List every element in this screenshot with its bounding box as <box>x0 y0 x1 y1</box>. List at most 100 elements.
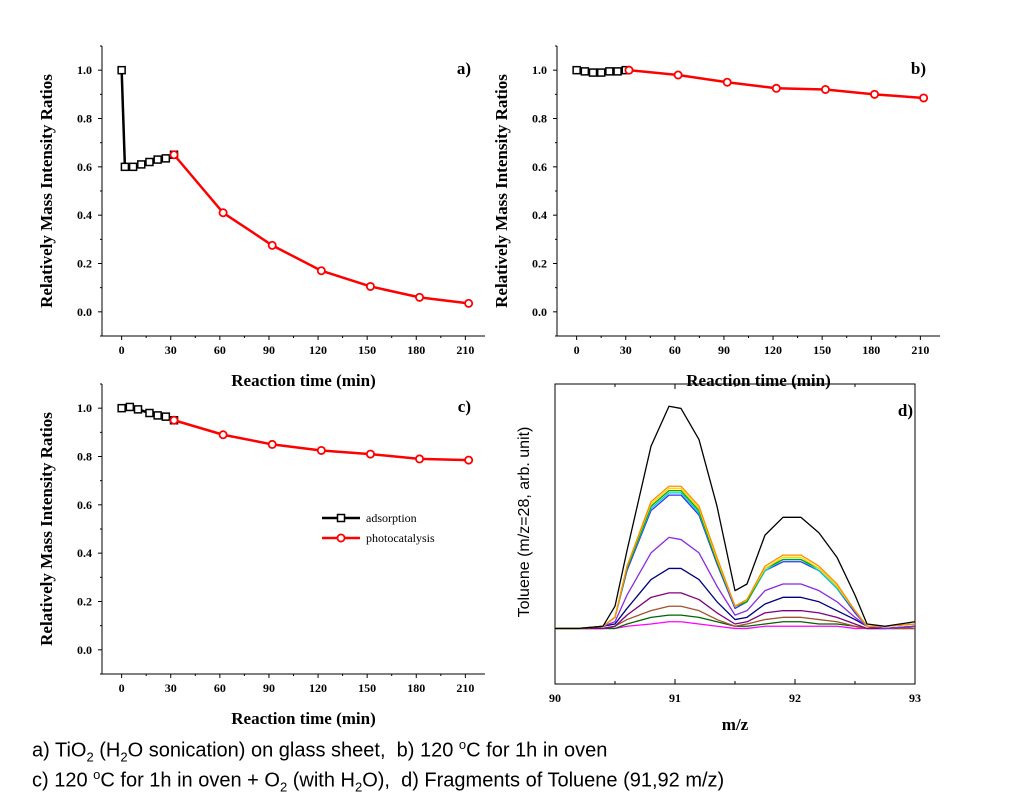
photocatalysis-point <box>919 93 929 103</box>
y-axis-title: Relatively Mass Intensity Ratios <box>492 74 511 308</box>
adsorption-point <box>153 155 162 164</box>
photocatalysis-point <box>464 298 474 308</box>
adsorption-point <box>605 67 614 76</box>
x-tick-label: 60 <box>214 343 226 357</box>
adsorption-point <box>133 405 143 414</box>
y-tick-label: 0.0 <box>77 305 92 319</box>
photocatalysis-point <box>415 454 425 464</box>
x-tick-label: 60 <box>214 681 226 695</box>
x-tick-label: 60 <box>669 343 681 357</box>
x-axis-title: Reaction time (min) <box>231 371 375 390</box>
adsorption-point <box>145 408 154 418</box>
photocatalysis-point <box>870 89 880 99</box>
photocatalysis-point <box>673 70 683 80</box>
x-tick-label: 120 <box>309 343 327 357</box>
caption-text: (H <box>93 739 121 762</box>
superscript: o <box>93 767 101 782</box>
adsorption-point <box>117 65 126 75</box>
legend-label: photocatalysis <box>366 531 435 545</box>
x-tick-label: 120 <box>309 681 327 695</box>
legend-circle-marker <box>336 533 346 543</box>
legend-square-marker <box>336 513 346 523</box>
y-tick-label: 1.0 <box>532 63 547 77</box>
x-tick-label: 90 <box>718 343 730 357</box>
x-tick-label: 210 <box>456 343 474 357</box>
photocatalysis-point <box>169 415 179 425</box>
photocatalysis-point <box>464 455 474 465</box>
y-tick-label: 0.4 <box>77 546 92 560</box>
caption-line-1: a) TiO2 (H2O sonication) on glass sheet,… <box>32 737 607 765</box>
x-axis-title: Reaction time (min) <box>231 709 375 728</box>
adsorption-point <box>137 160 146 169</box>
y-tick-label: 0.0 <box>77 643 92 657</box>
y-tick-label: 0.2 <box>77 595 92 609</box>
y-tick-label: 0.4 <box>532 208 547 222</box>
y-axis-title: Relatively Mass Intensity Ratios <box>37 412 56 646</box>
y-tick-label: 1.0 <box>77 63 92 77</box>
y-axis-title: Toluene (m/z=28, arb. unit) <box>516 427 533 618</box>
panel-label: a) <box>457 59 471 78</box>
x-tick-label: 30 <box>165 343 177 357</box>
y-tick-label: 0.8 <box>532 112 547 126</box>
adsorption-point <box>161 412 171 421</box>
panel-d: 90 91 92 93 m/z Toluene (m/z=28, arb. unit) d) <box>516 383 921 734</box>
panel-label: b) <box>911 59 926 78</box>
x-tick-label: 91 <box>669 691 681 705</box>
x-tick-label: 150 <box>813 343 831 357</box>
spectrum-line <box>555 621 915 630</box>
adsorption-point <box>613 67 622 76</box>
adsorption-point <box>145 157 154 167</box>
x-tick-label: 0 <box>574 343 580 357</box>
photocatalysis-point <box>415 292 425 302</box>
y-tick-label: 0.6 <box>77 498 92 512</box>
spectrum-line <box>555 567 915 630</box>
superscript: o <box>458 737 467 752</box>
adsorption-point <box>125 402 135 412</box>
x-tick-label: 90 <box>263 343 275 357</box>
photocatalysis-line <box>173 153 469 305</box>
photocatalysis-point <box>267 439 277 449</box>
subscript: 2 <box>86 749 94 765</box>
subscript: 2 <box>354 779 363 795</box>
panel-a: 0.0 0.2 0.4 0.6 0.8 1.0 0 30 60 90 120 150 180 210 Rea… <box>37 45 485 390</box>
x-tick-label: 0 <box>119 681 125 695</box>
photocatalysis-point <box>365 281 375 291</box>
spectra <box>555 405 915 630</box>
x-tick-label: 90 <box>549 691 561 705</box>
photocatalysis-point <box>365 449 375 459</box>
y-tick-label: 0.2 <box>77 257 92 271</box>
spectrum-line <box>555 605 915 630</box>
x-axis-title: m/z <box>722 715 749 734</box>
panel-label: c) <box>458 397 471 416</box>
y-tick-label: 0.6 <box>532 160 547 174</box>
spectrum-line <box>555 536 915 630</box>
caption-text: O sonication) on glass sheet, b) 120 <box>127 739 459 762</box>
subscript: 2 <box>120 749 128 765</box>
x-tick-label: 150 <box>358 343 376 357</box>
x-tick-label: 180 <box>862 343 880 357</box>
y-tick-label: 0.4 <box>77 208 92 222</box>
plot-frame <box>554 383 916 685</box>
x-tick-label: 210 <box>456 681 474 695</box>
x-tick-label: 210 <box>911 343 929 357</box>
x-tick-label: 150 <box>358 681 376 695</box>
x-tick-label: 30 <box>620 343 632 357</box>
x-tick-label: 90 <box>263 681 275 695</box>
adsorption-point <box>161 154 171 163</box>
panel-b: 0.0 0.2 0.4 0.6 0.8 1.0 0 30 60 90 120 150 180 210 Rea… <box>492 45 940 390</box>
figure: 0.0 0.2 0.4 0.6 0.8 1.0 0 30 60 90 120 150 180 210 Rea… <box>37 45 940 734</box>
x-tick-label: 0 <box>119 343 125 357</box>
y-tick-label: 0.8 <box>77 112 92 126</box>
adsorption-point <box>572 65 581 75</box>
adsorption-point <box>128 162 138 172</box>
caption-text: C for 1h in oven <box>466 739 608 762</box>
y-tick-label: 0.0 <box>532 305 547 319</box>
spectrum-line <box>555 485 915 630</box>
caption-text: C for 1h in oven + O <box>100 769 280 792</box>
spectrum-line <box>555 592 915 630</box>
y-tick-label: 0.6 <box>77 160 92 174</box>
photocatalysis-point <box>218 430 228 440</box>
adsorption-point <box>588 68 598 77</box>
y-tick-label: 0.8 <box>77 450 92 464</box>
adsorption-point <box>580 67 590 76</box>
